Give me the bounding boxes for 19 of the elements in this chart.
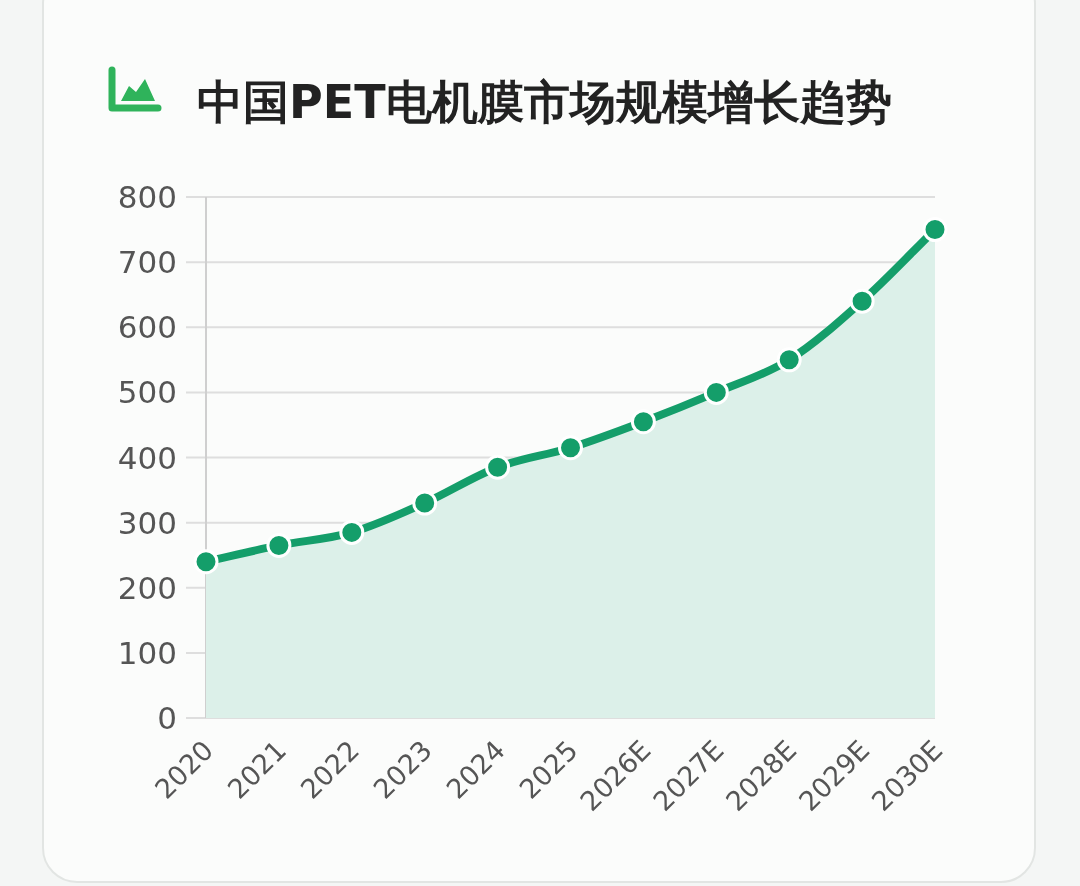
point bbox=[630, 409, 656, 435]
point bbox=[558, 435, 583, 461]
point bbox=[922, 217, 948, 243]
y-tick-label: 600 bbox=[117, 309, 177, 346]
y-tick-label: 800 bbox=[117, 179, 177, 215]
point bbox=[412, 490, 438, 516]
y-tick-label: 700 bbox=[117, 244, 177, 281]
point bbox=[193, 549, 219, 575]
point bbox=[485, 454, 511, 480]
y-tick-label: 100 bbox=[117, 634, 177, 671]
point bbox=[849, 288, 875, 314]
chart-title: 中国PET电机膜市场规模增长趋势 bbox=[197, 75, 892, 129]
y-tick-label: 500 bbox=[117, 374, 177, 411]
y-tick-label: 0 bbox=[157, 700, 177, 736]
y-tick-label: 300 bbox=[117, 504, 177, 541]
point bbox=[339, 519, 365, 545]
y-tick-label: 200 bbox=[117, 569, 177, 606]
y-tick-label: 400 bbox=[117, 439, 177, 476]
point bbox=[776, 347, 802, 373]
